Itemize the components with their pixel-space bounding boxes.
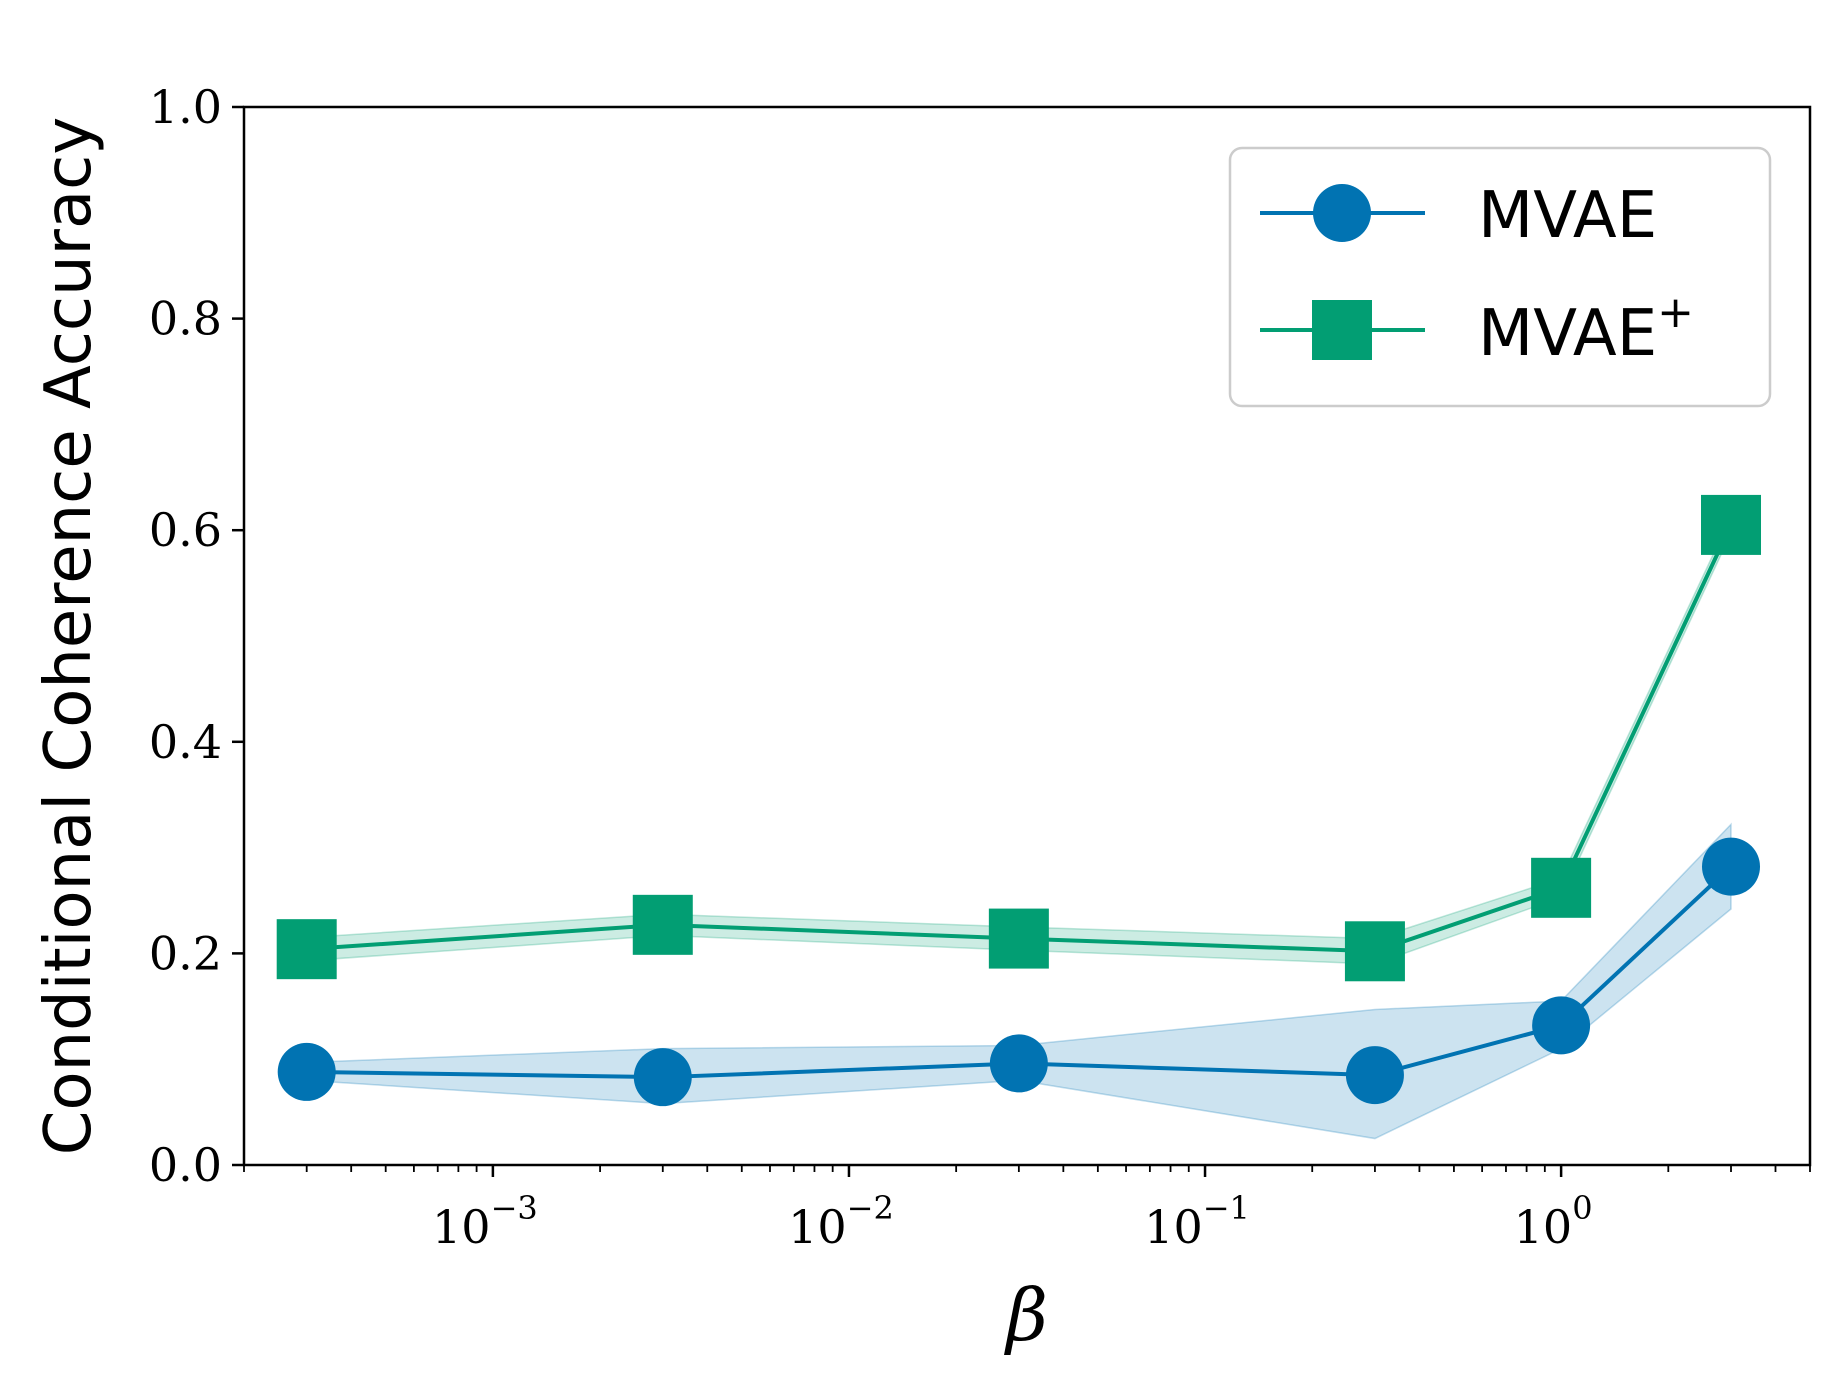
data-point-series-1: [1531, 857, 1592, 918]
y-axis-ticks: 0.0 0.2 0.4 0.6 0.8 1.0: [149, 80, 244, 1192]
series-markers: [276, 494, 1762, 1107]
x-tick-base: 10: [432, 1200, 491, 1254]
legend-marker-circle: [1313, 184, 1371, 242]
series-lines: [306, 524, 1733, 1080]
x-tick-base: 10: [1144, 1200, 1203, 1254]
legend-label-mvae-plus-sup: +: [1657, 287, 1694, 338]
x-tick-label: 10−2: [788, 1189, 894, 1254]
legend-label-mvae: MVAE: [1478, 179, 1657, 253]
data-point-series-1: [632, 894, 693, 955]
data-point-series-0: [1702, 837, 1761, 896]
y-tick-label: 1.0: [149, 80, 222, 134]
plot-frame: [242, 105, 1812, 1167]
x-tick-exponent: −1: [1203, 1189, 1250, 1227]
x-tick-base: 10: [1514, 1200, 1573, 1254]
y-tick-label: 0.0: [149, 1138, 222, 1192]
x-axis-ticks: 10−3 10−2 10−1 100: [243, 1165, 1811, 1254]
y-tick-label: 0.8: [149, 292, 222, 346]
x-tick-label: 10−3: [432, 1189, 538, 1254]
series-line-1: [306, 524, 1733, 954]
y-tick-label: 0.4: [149, 715, 222, 769]
data-point-series-0: [989, 1034, 1048, 1093]
legend-label-mvae-plus: MVAE+: [1478, 287, 1694, 371]
x-tick-label: 10−1: [1144, 1189, 1250, 1254]
data-point-series-1: [988, 908, 1049, 969]
data-point-series-0: [277, 1042, 336, 1101]
x-tick-exponent: 0: [1572, 1189, 1592, 1227]
y-tick-label: 0.2: [149, 926, 222, 980]
legend-marker-square: [1312, 300, 1372, 360]
data-point-series-1: [276, 919, 337, 980]
legend-label-mvae-plus-base: MVAE: [1478, 297, 1657, 371]
x-tick-label: 100: [1514, 1189, 1593, 1254]
data-point-series-0: [633, 1048, 692, 1107]
x-axis-title: β: [1003, 1273, 1048, 1357]
data-point-series-0: [1532, 996, 1591, 1055]
y-axis-title: Conditional Coherence Accuracy: [32, 117, 106, 1155]
y-tick-label: 0.6: [149, 503, 222, 557]
x-tick-base: 10: [788, 1200, 847, 1254]
x-tick-exponent: −3: [491, 1189, 538, 1227]
x-tick-exponent: −2: [847, 1189, 894, 1227]
legend: MVAE MVAE+: [1228, 146, 1772, 408]
data-point-series-1: [1701, 494, 1762, 555]
series-line-0: [306, 865, 1733, 1080]
data-point-series-1: [1344, 921, 1405, 982]
data-point-series-0: [1345, 1046, 1404, 1105]
